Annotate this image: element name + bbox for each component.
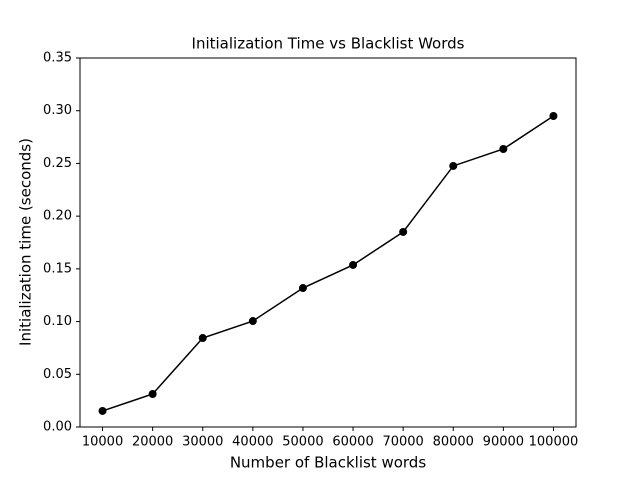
plot-frame [79,57,577,428]
x-tick-label: 20000 [132,435,173,450]
chart-title: Initialization Time vs Blacklist Words [192,35,465,53]
data-point [499,144,508,153]
data-point [248,317,257,326]
x-axis-label: Number of Blacklist words [230,454,427,472]
y-tick-label: 0.25 [43,156,72,171]
x-tick-label: 40000 [232,435,273,450]
y-tick-label: 0.35 [43,51,72,66]
data-point [449,161,458,170]
y-tick-label: 0.30 [43,103,72,118]
y-tick-label: 0.05 [43,367,72,382]
y-tick-label: 0.10 [43,314,72,329]
y-tick-label: 0.15 [43,261,72,276]
x-tick-label: 60000 [332,435,373,450]
data-line [102,115,554,412]
x-tick-label: 70000 [382,435,423,450]
x-tick-label: 10000 [82,435,123,450]
x-tick-label: 80000 [433,435,474,450]
data-point [148,390,157,399]
x-tick-label: 30000 [182,435,223,450]
data-point [198,334,207,343]
data-point [549,111,558,120]
y-tick-label: 0.00 [43,420,72,435]
x-tick-label: 100000 [529,435,579,450]
data-point [349,260,358,269]
y-axis-label: Initialization time (seconds) [17,138,35,346]
data-point [298,284,307,293]
data-point [98,406,107,415]
x-tick-label: 90000 [483,435,524,450]
data-point [399,227,408,236]
y-tick-label: 0.20 [43,209,72,224]
x-tick-label: 50000 [282,435,323,450]
